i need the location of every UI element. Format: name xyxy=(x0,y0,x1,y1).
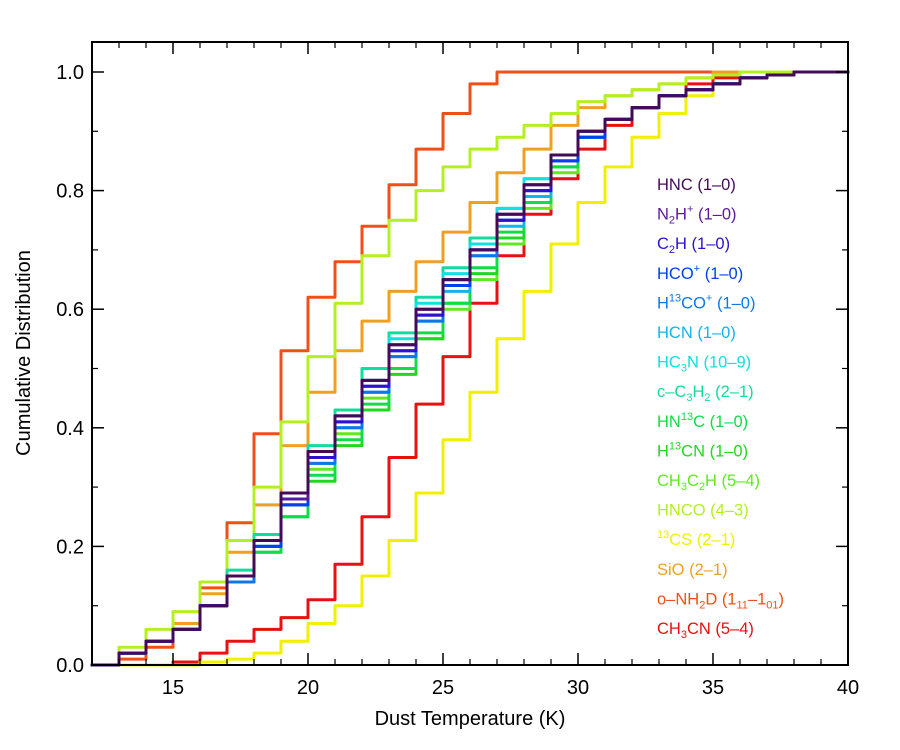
legend-entry-13: SiO (2–1) xyxy=(657,561,728,579)
y-tick-label: 0.8 xyxy=(56,181,84,203)
legend-entry-1: N2​H+​ (1–0) xyxy=(657,204,737,227)
x-tick-label: 30 xyxy=(567,677,589,699)
y-axis-title: Cumulative Distribution xyxy=(13,250,35,456)
x-tick-label: 15 xyxy=(162,677,184,699)
legend-entry-6: HC3​N (10–9) xyxy=(657,354,751,375)
x-tick-label: 20 xyxy=(297,677,319,699)
legend-entry-10: CH3​C2​H (5–4) xyxy=(657,472,760,493)
legend-entry-4: H13​CO+​ (1–0) xyxy=(657,292,755,312)
legend-entry-15: CH3​CN (5–4) xyxy=(657,620,754,641)
legend-entry-7: c–C3​H2​ (2–1) xyxy=(657,383,754,404)
series-line-0 xyxy=(90,70,850,667)
x-tick-label: 35 xyxy=(702,677,724,699)
x-tick-label: 40 xyxy=(837,677,859,699)
y-tick-label: 0.6 xyxy=(56,299,84,321)
y-tick-label: 1.0 xyxy=(56,62,84,84)
legend-entry-5: HCN (1–0) xyxy=(657,324,736,342)
legend-entry-14: o–NH2​D (111​–101​) xyxy=(657,590,784,611)
series-layer xyxy=(90,70,850,667)
legend-entry-3: HCO+​ (1–0) xyxy=(657,263,743,283)
x-tick-label: 25 xyxy=(432,677,454,699)
y-tick-label: 0.4 xyxy=(56,418,84,440)
x-axis-title: Dust Temperature (K) xyxy=(375,708,566,730)
y-tick-label: 0.2 xyxy=(56,536,84,558)
legend-entry-12: 13​CS (2–1) xyxy=(657,529,735,549)
legend: HNC (1–0) N2​H+​ (1–0) C2​H (1–0) HCO+​ (1–… xyxy=(657,176,784,641)
series-line-11 xyxy=(90,70,850,667)
legend-entry-8: HN13​C (1–0) xyxy=(657,411,748,431)
series-line-15 xyxy=(90,70,850,667)
legend-entry-11: HNCO (4–3) xyxy=(657,502,749,520)
legend-entry-2: C2​H (1–0) xyxy=(657,235,730,256)
legend-entry-9: H13​CN (1–0) xyxy=(657,440,748,460)
tick-layer: 15 20 25 30 35 40 0.0 0.2 0.4 0.6 0.8 1.0 xyxy=(56,42,859,699)
y-tick-label: 0.0 xyxy=(56,655,84,677)
legend-entry-0: HNC (1–0) xyxy=(657,176,736,194)
